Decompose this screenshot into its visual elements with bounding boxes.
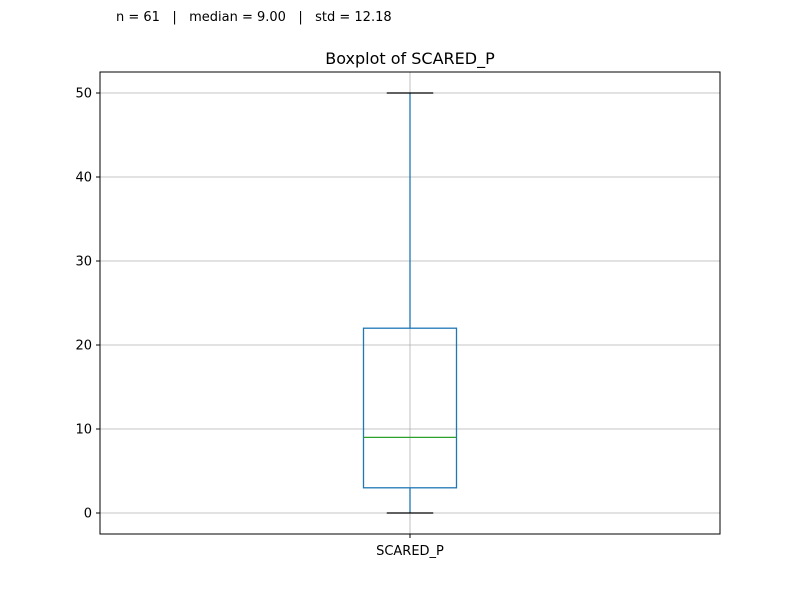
y-tick-label: 0: [84, 507, 92, 522]
y-tick-label: 30: [75, 255, 92, 270]
x-axis: SCARED_P: [376, 534, 444, 559]
y-tick-label: 40: [75, 171, 92, 186]
summary-stats: n = 61 | median = 9.00 | std = 12.18: [116, 10, 392, 25]
x-tick-label: SCARED_P: [376, 544, 444, 559]
y-tick-label: 50: [75, 87, 92, 102]
iqr-box: [362, 327, 458, 489]
y-tick-label: 10: [75, 423, 92, 438]
y-tick-label: 20: [75, 339, 92, 354]
chart-title: Boxplot of SCARED_P: [325, 49, 495, 69]
box-layer: [362, 92, 458, 514]
y-axis: 0 10 20 30 40 50: [75, 87, 100, 522]
plot-frame: [99, 71, 721, 535]
